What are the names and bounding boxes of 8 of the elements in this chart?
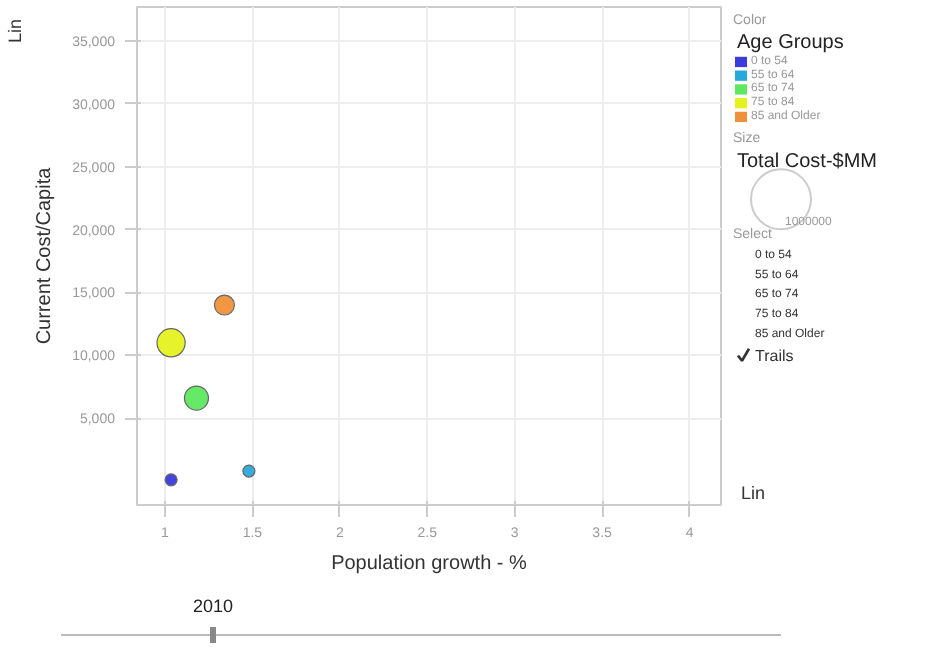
x-axis-title: Population growth - %: [331, 553, 528, 575]
text: Total Cost-$MM: [737, 150, 878, 173]
text: Lin: [5, 19, 25, 44]
text: Lin: [741, 482, 766, 503]
y-axis-title: Current Cost/Capita: [34, 166, 57, 345]
text: Trails: [755, 346, 794, 365]
text: 2010: [192, 596, 234, 616]
legend-title: Age Groups: [737, 32, 844, 55]
